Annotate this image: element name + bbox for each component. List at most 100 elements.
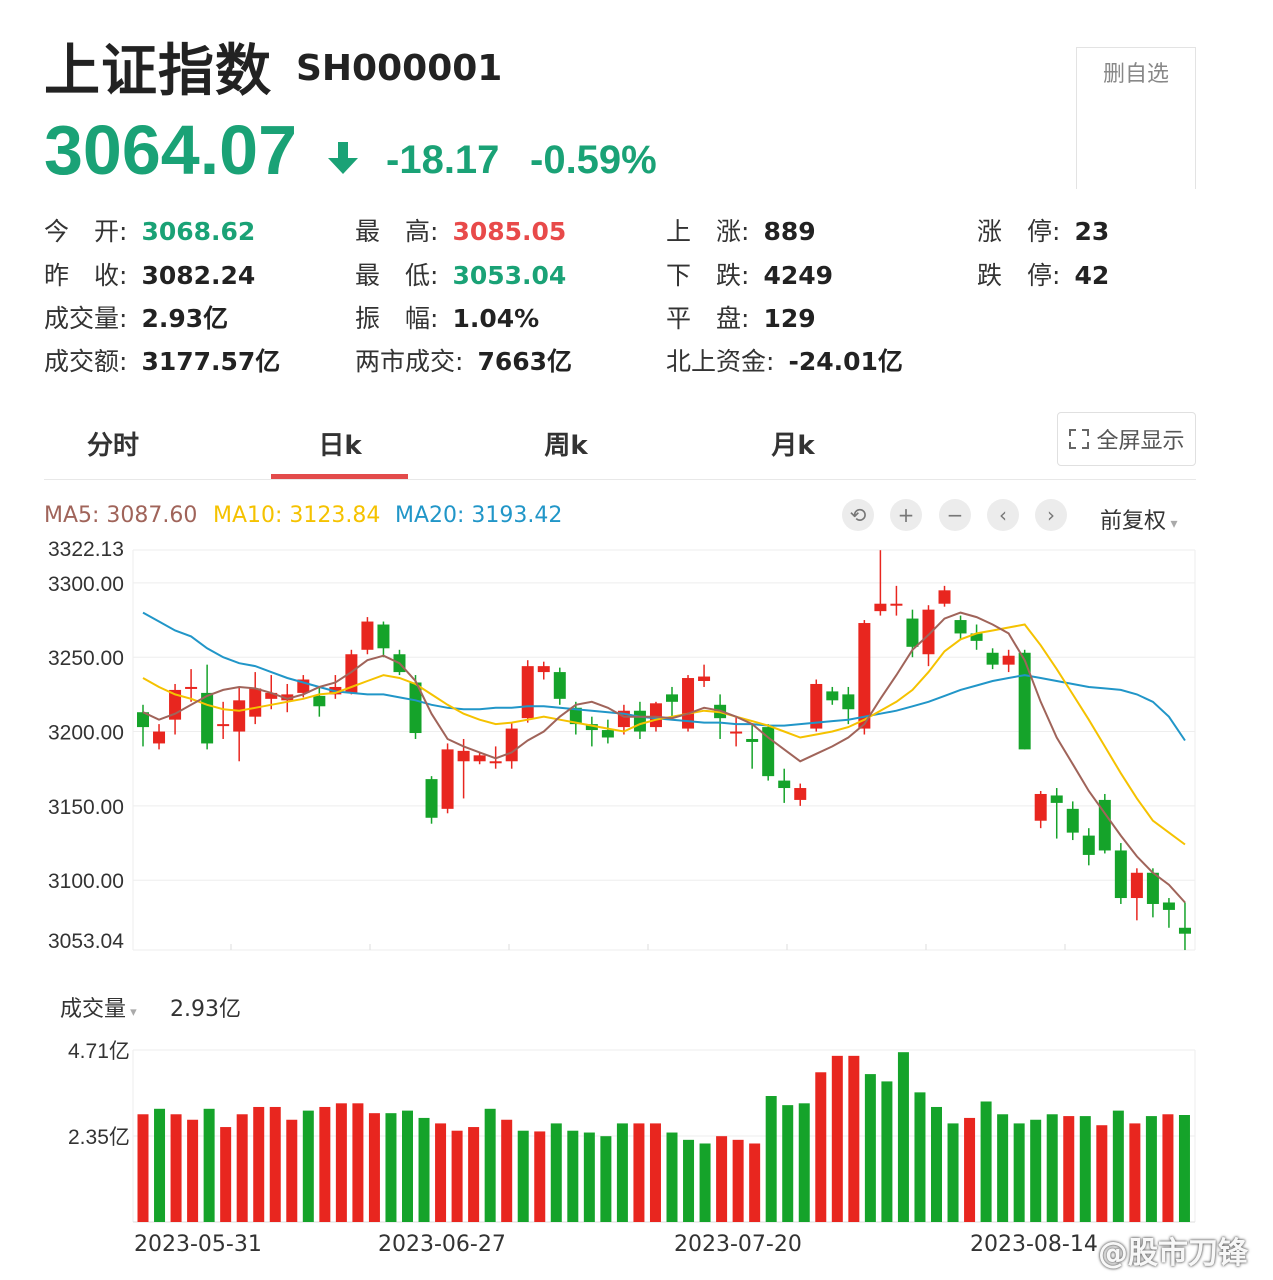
volume-bar	[154, 1108, 166, 1222]
candle-body	[1146, 872, 1159, 904]
volume-bar	[220, 1127, 232, 1222]
x-tick-label: 2023-07-20	[674, 1232, 802, 1257]
candlestick-chart[interactable]: 3322.13 3300.00 3250.00 3200.00 3150.00 3100.…	[0, 535, 1273, 965]
volume-bar	[683, 1139, 695, 1222]
active-tab-indicator	[271, 474, 408, 479]
chevron-down-icon: ▾	[1166, 516, 1178, 532]
stat-amount: 成交额: 3177.57亿	[44, 347, 281, 376]
candle-body	[345, 654, 358, 693]
volume-bar	[798, 1103, 810, 1222]
volume-bar	[302, 1110, 314, 1222]
fullscreen-button[interactable]: 全屏显示	[1057, 412, 1196, 466]
volume-bar	[666, 1132, 678, 1222]
volume-bar	[418, 1117, 430, 1222]
stat-volume: 成交量: 2.93亿	[44, 304, 229, 333]
candle-body	[537, 666, 550, 673]
candle-body	[633, 710, 646, 732]
volume-bar	[335, 1103, 347, 1222]
volume-bar	[1079, 1116, 1091, 1222]
candle-body	[1162, 902, 1175, 910]
stat-prev-close: 昨 收: 3082.24	[44, 261, 256, 290]
volume-bar	[848, 1055, 860, 1222]
candle-body	[585, 724, 598, 731]
candle-body	[521, 666, 534, 719]
volume-bar	[319, 1106, 331, 1222]
volume-bar	[947, 1123, 959, 1222]
volume-dropdown[interactable]: 成交量 ▾	[60, 997, 137, 1022]
stat-market-turnover: 两市成交: 7663亿	[355, 347, 573, 376]
candle-body	[858, 623, 871, 729]
volume-bar	[451, 1130, 463, 1222]
stat-amplitude: 振 幅: 1.04%	[355, 304, 540, 333]
candle-body	[601, 730, 614, 738]
volume-bar	[864, 1074, 876, 1222]
y-tick-label: 3200.00	[48, 722, 124, 745]
stat-high: 最 高: 3085.05	[355, 217, 567, 246]
volume-chart[interactable]: 4.71亿 2.35亿	[0, 1030, 1273, 1230]
volume-bar	[997, 1114, 1009, 1222]
tab-monthly-k[interactable]: 月k	[771, 431, 815, 461]
candle-body	[746, 738, 759, 742]
volume-bar	[1162, 1114, 1174, 1222]
volume-bar	[1096, 1125, 1108, 1222]
volume-bar	[385, 1113, 397, 1222]
volume-bar	[534, 1131, 546, 1222]
reset-icon[interactable]: ⟲	[842, 499, 874, 531]
tab-weekly-k[interactable]: 周k	[544, 431, 588, 461]
candle-body	[1130, 872, 1143, 899]
candle-body	[217, 724, 230, 727]
candle-body	[1114, 850, 1127, 899]
volume-bar	[980, 1101, 992, 1222]
candle-body	[1066, 808, 1079, 833]
candle-body	[874, 603, 887, 612]
ma5-legend: MA5: 3087.60	[44, 503, 198, 528]
y-tick-label: 3150.00	[48, 796, 124, 819]
volume-bar	[716, 1136, 728, 1222]
volume-bar	[170, 1114, 182, 1222]
candle-body	[666, 694, 678, 702]
volume-bar	[583, 1132, 595, 1222]
volume-bar	[931, 1106, 942, 1222]
candle-body	[1034, 793, 1047, 821]
candle-body	[954, 620, 967, 634]
volume-bar	[749, 1143, 761, 1222]
volume-bar	[1030, 1119, 1042, 1222]
y-tick-label: 2.35亿	[68, 1126, 130, 1149]
volume-bar	[1129, 1123, 1141, 1222]
volume-bar	[782, 1105, 794, 1222]
candle-body	[313, 695, 326, 707]
volume-bar	[1178, 1115, 1190, 1222]
candle-body	[730, 731, 743, 734]
volume-bar	[137, 1114, 149, 1222]
tab-daily-k[interactable]: 日k	[318, 431, 362, 461]
remove-watchlist-button[interactable]: 删自选	[1076, 47, 1196, 189]
candle-body	[649, 703, 662, 728]
volume-bar	[699, 1143, 711, 1222]
volume-bar	[517, 1130, 529, 1222]
candle-body	[794, 788, 807, 800]
volume-bar	[1063, 1116, 1075, 1222]
candle-body	[938, 590, 951, 604]
candle-body	[810, 683, 823, 729]
index-code: SH000001	[296, 48, 503, 89]
adjust-dropdown[interactable]: 前复权 ▾	[1100, 509, 1178, 534]
zoom-in-icon[interactable]: +	[890, 499, 922, 531]
candle-body	[233, 700, 246, 732]
pan-left-icon[interactable]: ‹	[987, 499, 1019, 531]
candle-body	[970, 633, 983, 641]
tabs-divider	[44, 479, 1196, 480]
x-tick-label: 2023-05-31	[134, 1232, 262, 1257]
volume-bar	[732, 1139, 744, 1222]
tab-intraday[interactable]: 分时	[86, 431, 139, 461]
volume-bar	[1013, 1123, 1025, 1222]
volume-bar	[435, 1123, 447, 1222]
candle-body	[826, 691, 839, 701]
zoom-out-icon[interactable]: −	[939, 499, 971, 531]
volume-bar	[501, 1119, 513, 1222]
candle-body	[265, 692, 278, 699]
candle-body	[698, 676, 711, 682]
pan-right-icon[interactable]: ›	[1035, 499, 1067, 531]
volume-bar	[1145, 1116, 1157, 1222]
y-tick-label: 3053.04	[48, 930, 124, 953]
candle-body	[1018, 652, 1031, 750]
